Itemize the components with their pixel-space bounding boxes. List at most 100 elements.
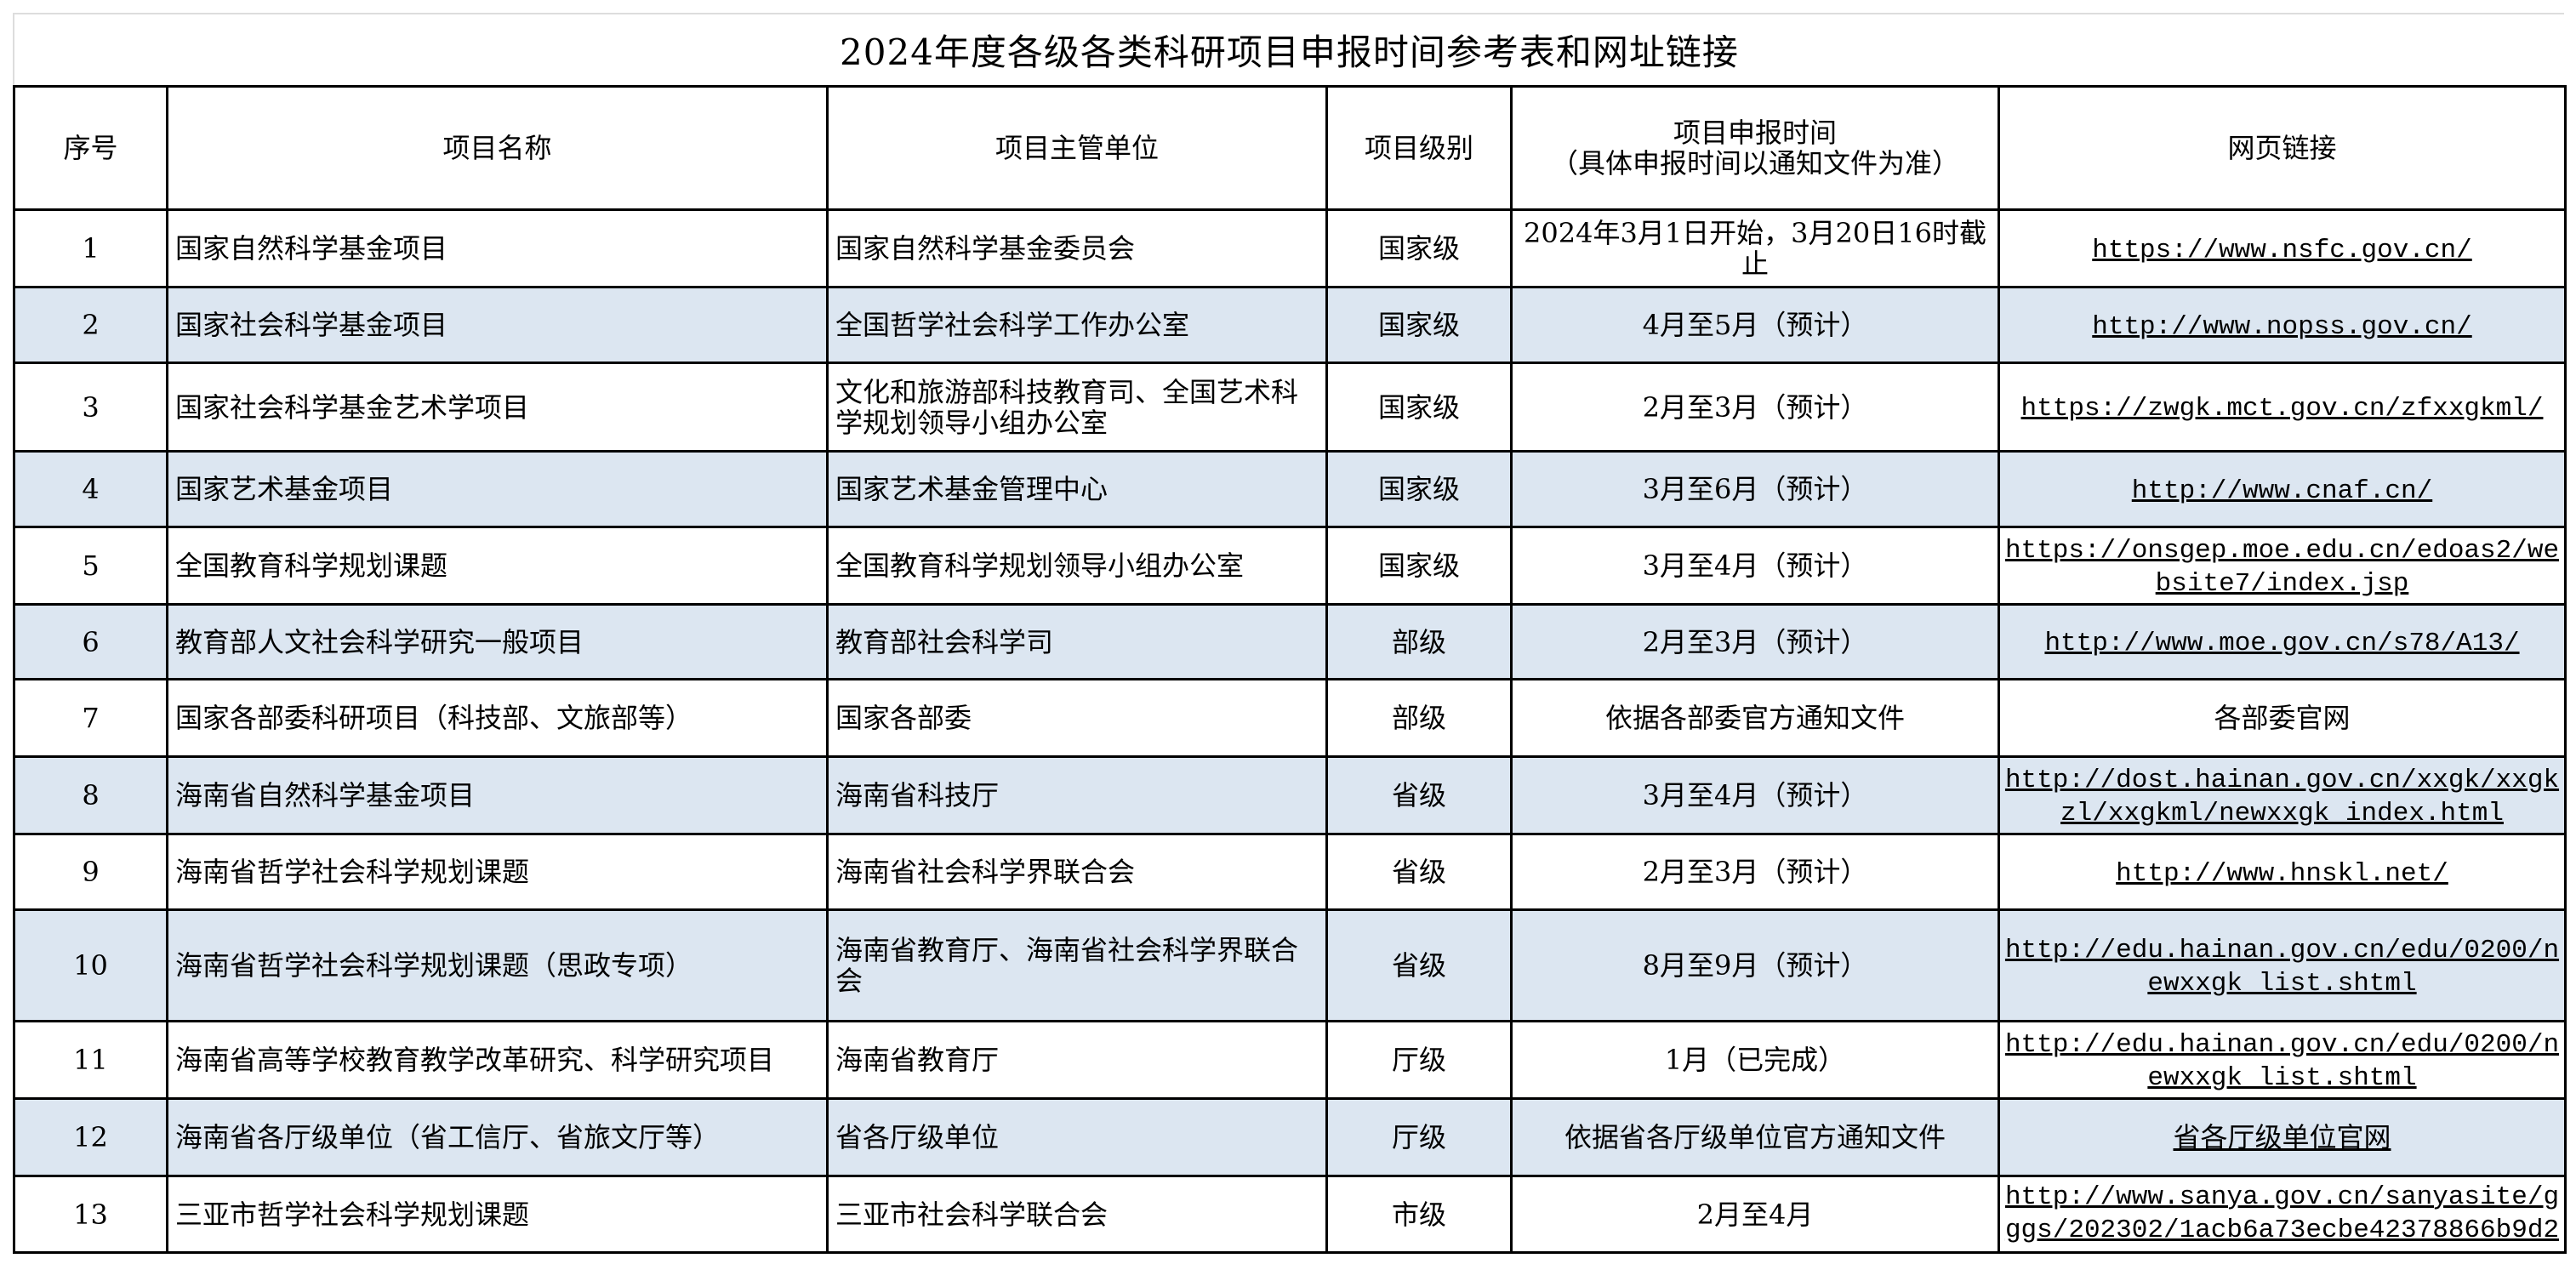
cell-link: http://dost.hainan.gov.cn/xxgk/xxgkzl/xx…: [1998, 755, 2567, 835]
project-table: 序号 项目名称 项目主管单位 项目级别 项目申报时间 （具体申报时间以通知文件为…: [13, 85, 2567, 1254]
cell-name: 三亚市哲学社会科学规划课题: [166, 1175, 829, 1254]
cell-dept: 文化和旅游部科技教育司、全国艺术科学规划领导小组办公室: [826, 362, 1328, 453]
header-link: 网页链接: [1998, 85, 2567, 211]
cell-level: 市级: [1325, 1175, 1513, 1254]
cell-dept: 三亚市社会科学联合会: [826, 1175, 1328, 1254]
cell-level: 国家级: [1325, 450, 1513, 528]
cell-name-text: 教育部人文社会科学研究一般项目: [175, 626, 584, 658]
cell-name: 国家自然科学基金项目: [166, 208, 829, 288]
web-link[interactable]: http://www.hnskl.net/: [2116, 858, 2448, 889]
cell-link: 各部委官网: [1998, 678, 2567, 758]
cell-dept-text: 三亚市社会科学联合会: [835, 1199, 1108, 1230]
web-link[interactable]: http://www.cnaf.cn/: [2131, 475, 2433, 506]
cell-dept: 海南省社会科学界联合会: [826, 833, 1328, 911]
header-row: 序号 项目名称 项目主管单位 项目级别 项目申报时间 （具体申报时间以通知文件为…: [13, 85, 2567, 211]
page-title: 2024年度各级各类科研项目申报时间参考表和网址链接: [13, 13, 2564, 85]
cell-time-text: 2月至3月（预计）: [1642, 857, 1868, 887]
cell-dept-text: 海南省社会科学界联合会: [835, 857, 1136, 887]
cell-name: 全国教育科学规划课题: [166, 526, 829, 606]
cell-link-wrap: https://onsgep.moe.edu.cn/edoas2/website…: [2003, 532, 2561, 599]
table-row: 1 国家自然科学基金项目 国家自然科学基金委员会 国家级 2024年3月1日开始，3月2…: [13, 208, 2567, 288]
web-link[interactable]: http://edu.hainan.gov.cn/edu/0200/newxxg…: [2004, 936, 2560, 999]
web-link[interactable]: http://edu.hainan.gov.cn/edu/0200/newxxg…: [2004, 1030, 2560, 1093]
cell-name: 国家各部委科研项目（科技部、文旅部等）: [166, 678, 829, 758]
link-text: 各部委官网: [2214, 703, 2351, 733]
cell-no: 7: [13, 678, 168, 758]
cell-dept-text: 国家各部委: [835, 703, 972, 733]
cell-level: 国家级: [1325, 208, 1513, 288]
cell-time-text: 8月至9月（预计）: [1642, 950, 1868, 981]
cell-time: 2月至3月（预计）: [1510, 833, 2000, 911]
cell-no: 1: [13, 208, 168, 288]
cell-level-text: 国家级: [1377, 474, 1460, 504]
cell-time-text: 3月至4月（预计）: [1642, 780, 1868, 811]
cell-time-text: 1月（已完成）: [1664, 1045, 1846, 1075]
cell-dept-text: 国家自然科学基金委员会: [835, 233, 1136, 264]
cell-dept-text: 海南省教育厅、海南省社会科学界联合会: [835, 935, 1299, 996]
table-row: 5 全国教育科学规划课题 全国教育科学规划领导小组办公室 国家级 3月至4月（预计） ht…: [13, 526, 2567, 606]
cell-name: 海南省哲学社会科学规划课题（思政专项）: [166, 908, 829, 1022]
cell-level-text: 省级: [1391, 950, 1446, 981]
cell-no-text: 6: [82, 626, 100, 658]
cell-dept: 省各厅级单位: [826, 1097, 1328, 1177]
cell-link: https://onsgep.moe.edu.cn/edoas2/website…: [1998, 526, 2567, 606]
cell-link-wrap: http://www.nopss.gov.cn/: [2003, 309, 2561, 342]
cell-level-text: 市级: [1391, 1199, 1446, 1230]
cell-level: 国家级: [1325, 286, 1513, 364]
cell-no-text: 2: [82, 310, 100, 340]
cell-link: http://www.sanya.gov.cn/sanyasite/gggs/2…: [1998, 1175, 2567, 1254]
cell-level-text: 国家级: [1377, 550, 1460, 581]
cell-no-text: 8: [82, 780, 100, 811]
cell-time: 3月至6月（预计）: [1510, 450, 2000, 528]
table-row: 4 国家艺术基金项目 国家艺术基金管理中心 国家级 3月至6月（预计） http://ww…: [13, 450, 2567, 528]
cell-level: 省级: [1325, 833, 1513, 911]
cell-name-text: 国家社会科学基金项目: [175, 310, 448, 340]
web-link[interactable]: https://zwgk.mct.gov.cn/zfxxgkml/: [2020, 394, 2544, 424]
cell-dept: 海南省教育厅: [826, 1020, 1328, 1100]
cell-no-text: 12: [73, 1122, 108, 1153]
cell-no-text: 3: [82, 391, 100, 423]
cell-name-text: 国家自然科学基金项目: [175, 233, 448, 264]
cell-no-text: 11: [73, 1045, 108, 1075]
cell-dept-text: 国家艺术基金管理中心: [835, 474, 1108, 504]
table-row: 10 海南省哲学社会科学规划课题（思政专项） 海南省教育厅、海南省社会科学界联合会 省…: [13, 908, 2567, 1022]
cell-link-wrap: https://zwgk.mct.gov.cn/zfxxgkml/: [2003, 390, 2561, 424]
web-link[interactable]: 省各厅级单位官网: [2173, 1122, 2391, 1153]
cell-no-text: 13: [73, 1199, 108, 1230]
cell-no-text: 5: [82, 550, 100, 581]
cell-dept-text: 全国哲学社会科学工作办公室: [835, 310, 1190, 340]
cell-level: 国家级: [1325, 526, 1513, 606]
cell-no: 5: [13, 526, 168, 606]
web-link[interactable]: https://www.nsfc.gov.cn/: [2092, 235, 2472, 265]
cell-time: 2024年3月1日开始，3月20日16时截止: [1510, 208, 2000, 288]
cell-name-text: 海南省自然科学基金项目: [175, 780, 476, 811]
web-link[interactable]: http://www.moe.gov.cn/s78/A13/: [2044, 629, 2520, 658]
cell-time: 3月至4月（预计）: [1510, 526, 2000, 606]
cell-name-text: 国家艺术基金项目: [175, 474, 394, 504]
cell-level-text: 国家级: [1377, 233, 1460, 264]
web-link[interactable]: http://dost.hainan.gov.cn/xxgk/xxgkzl/xx…: [2004, 766, 2560, 828]
cell-time-text: 2月至3月（预计）: [1642, 391, 1868, 423]
cell-link-wrap: http://dost.hainan.gov.cn/xxgk/xxgkzl/xx…: [2003, 762, 2561, 828]
header-time: 项目申报时间 （具体申报时间以通知文件为准）: [1510, 85, 2000, 211]
cell-name-text: 海南省各厅级单位（省工信厅、省旅文厅等）: [175, 1122, 721, 1153]
cell-level: 部级: [1325, 603, 1513, 680]
cell-link: http://www.moe.gov.cn/s78/A13/: [1998, 603, 2567, 680]
cell-name: 海南省各厅级单位（省工信厅、省旅文厅等）: [166, 1097, 829, 1177]
cell-time: 3月至4月（预计）: [1510, 755, 2000, 835]
cell-no: 11: [13, 1020, 168, 1100]
web-link[interactable]: http://www.sanya.gov.cn/sanyasite/gggs/2…: [2004, 1181, 2560, 1250]
cell-level-text: 省级: [1391, 780, 1446, 811]
cell-name-text: 国家各部委科研项目（科技部、文旅部等）: [175, 703, 693, 733]
cell-name-text: 海南省哲学社会科学规划课题（思政专项）: [175, 950, 693, 981]
cell-time-text: 依据各部委官方通知文件: [1604, 703, 1905, 733]
cell-link-wrap: https://www.nsfc.gov.cn/: [2003, 232, 2561, 265]
cell-no-text: 10: [73, 950, 108, 981]
web-link[interactable]: https://onsgep.moe.edu.cn/edoas2/website…: [2004, 536, 2560, 599]
cell-link: 省各厅级单位官网: [1998, 1097, 2567, 1177]
cell-link-wrap: http://edu.hainan.gov.cn/edu/0200/newxxg…: [2003, 932, 2561, 999]
web-link[interactable]: http://www.nopss.gov.cn/: [2092, 311, 2472, 342]
cell-link-wrap: http://www.cnaf.cn/: [2003, 473, 2561, 506]
cell-no-text: 4: [82, 474, 100, 504]
cell-dept: 国家各部委: [826, 678, 1328, 758]
